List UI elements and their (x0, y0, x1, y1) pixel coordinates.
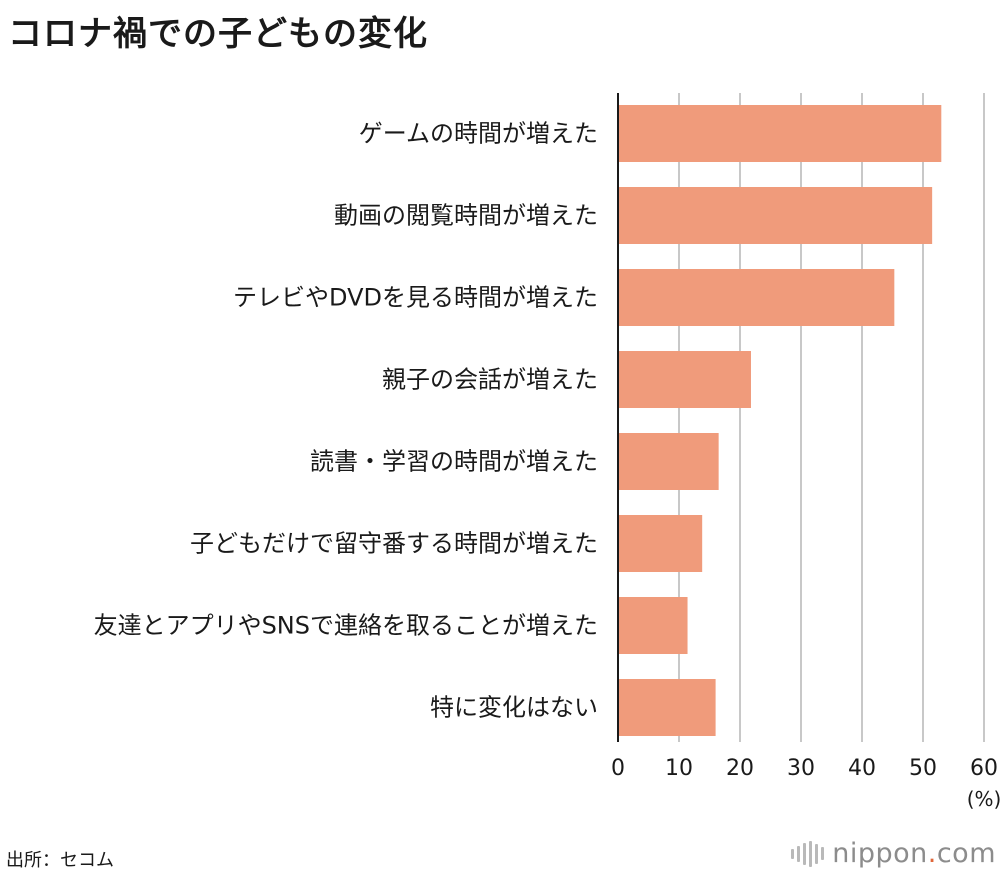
category-label-layer: ゲームの時間が増えた動画の閲覧時間が増えたテレビやDVDを見る時間が増えた親子の… (94, 120, 598, 722)
bar (618, 433, 719, 490)
category-label: 子どもだけで留守番する時間が増えた (190, 530, 598, 558)
tick-label-layer: 0 10 20 30 40 50 60 (%) (611, 756, 1000, 811)
brand-suffix: com (936, 838, 996, 869)
category-label: テレビやDVDを見る時間が増えた (233, 284, 598, 312)
bar (618, 187, 933, 244)
x-tick-label: 20 (726, 756, 754, 781)
category-label: ゲームの時間が増えた (359, 120, 598, 148)
bar (618, 105, 942, 162)
category-label: 動画の閲覧時間が増えた (334, 202, 598, 230)
x-tick-label: 40 (848, 756, 876, 781)
source-note: 出所：セコム (6, 850, 114, 871)
category-label: 友達とアプリやSNSで連絡を取ることが増えた (94, 612, 598, 640)
brand-name: nippon.com (832, 838, 996, 869)
brand-dot: . (927, 838, 937, 869)
sound-wave-icon (791, 840, 825, 867)
x-tick-label: 30 (787, 756, 815, 781)
bar (618, 515, 703, 572)
bar-layer (618, 105, 942, 736)
brand-logo: nippon.com (791, 838, 996, 869)
category-label: 読書・学習の時間が増えた (310, 448, 598, 476)
bar (618, 269, 895, 326)
bar (618, 351, 751, 408)
x-tick-label: 50 (909, 756, 937, 781)
bar (618, 679, 716, 736)
chart-title: コロナ禍での子どもの変化 (8, 14, 428, 54)
x-unit-label: (%) (967, 787, 1000, 811)
category-label: 特に変化はない (430, 694, 598, 722)
x-tick-label: 10 (665, 756, 693, 781)
x-tick-label: 0 (611, 756, 625, 781)
bar (618, 597, 688, 654)
category-label: 親子の会話が増えた (382, 366, 598, 394)
x-tick-label: 60 (970, 756, 998, 781)
